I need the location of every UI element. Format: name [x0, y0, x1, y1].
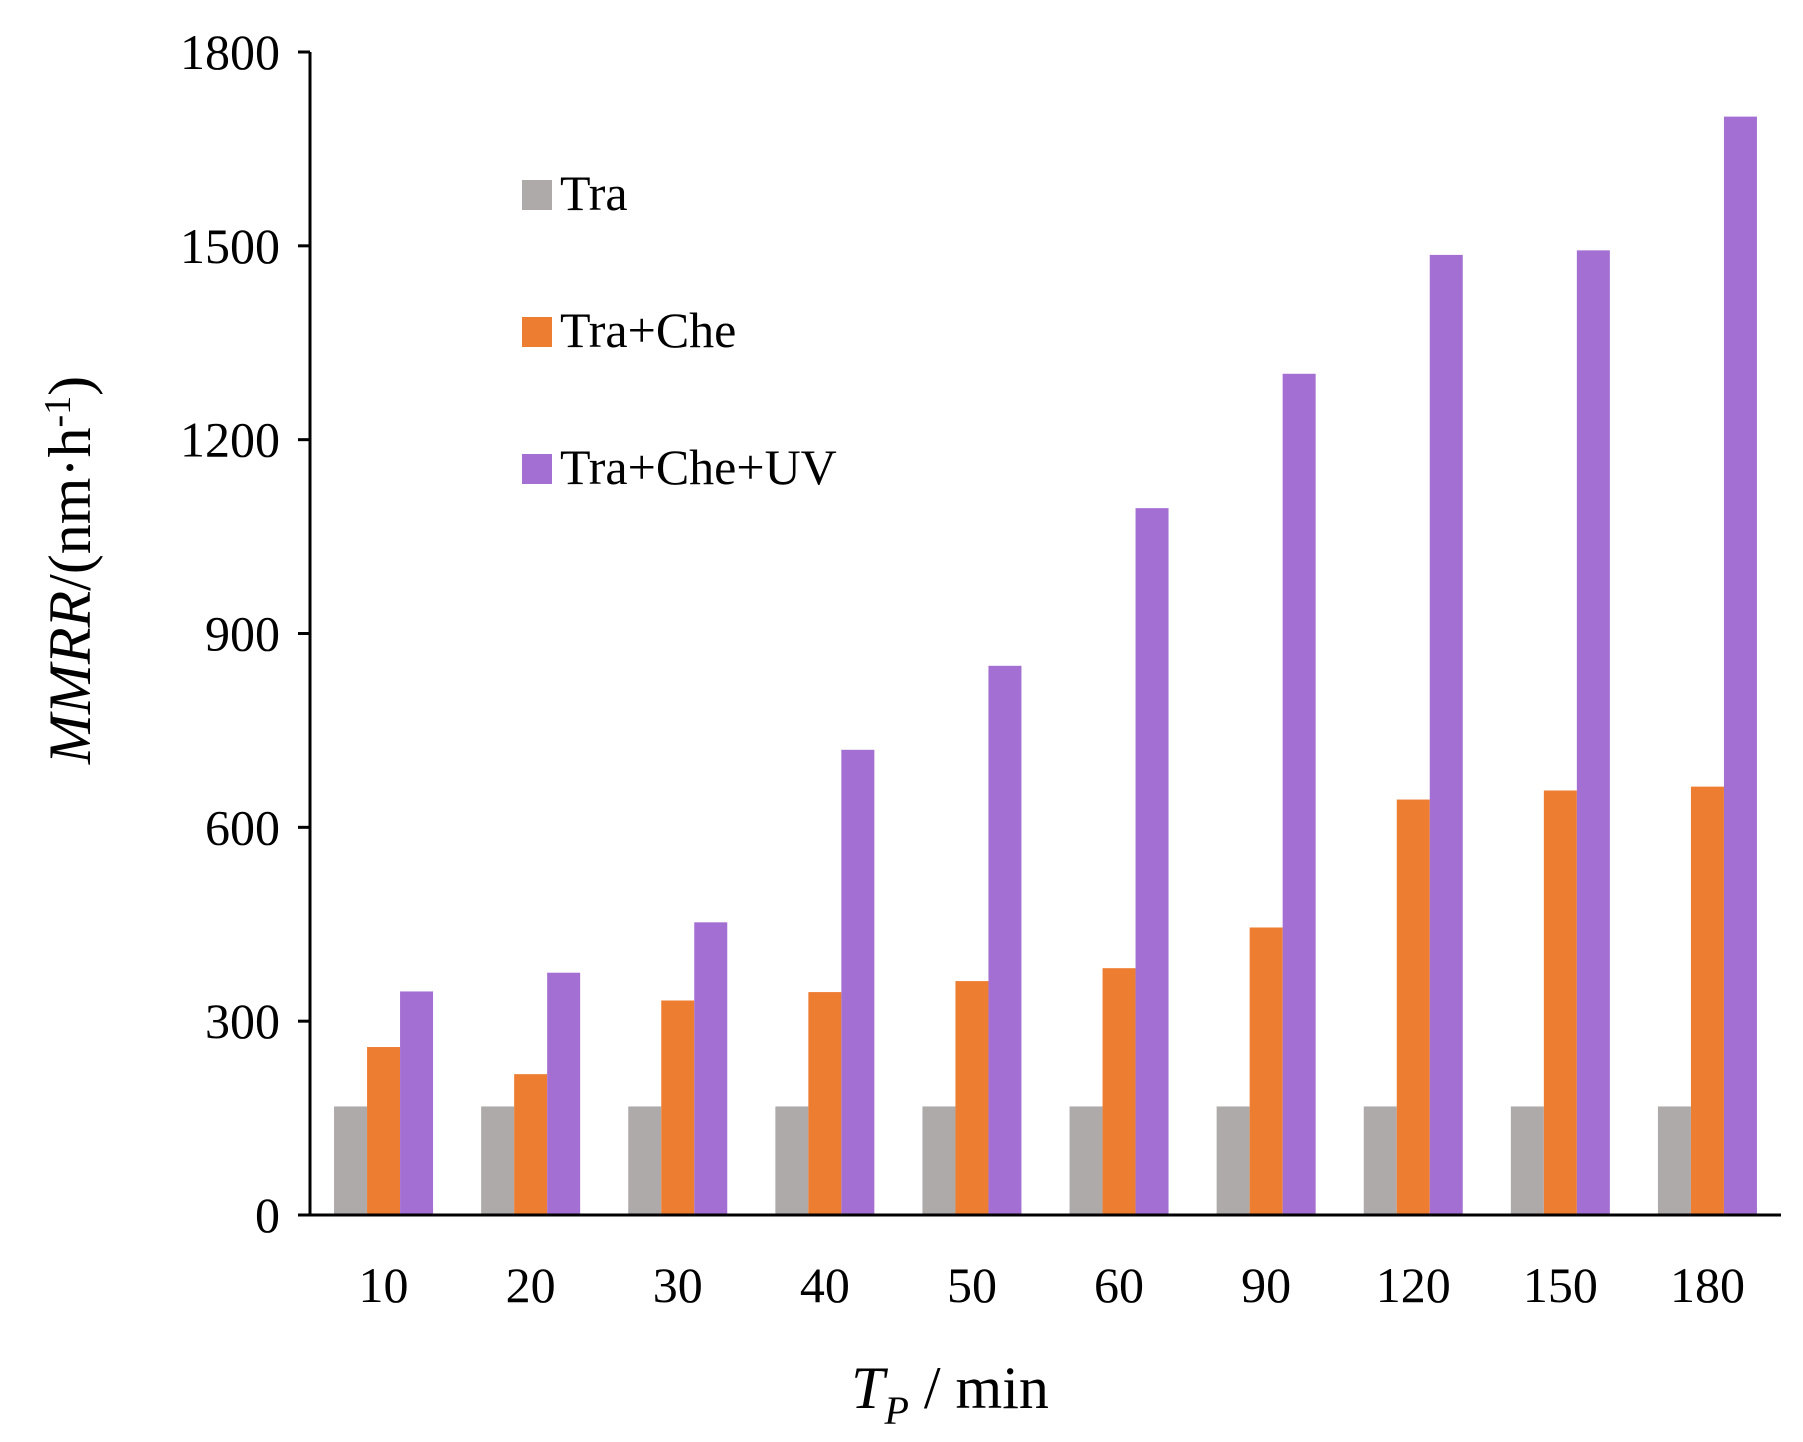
bar-tra-50	[922, 1106, 956, 1215]
x-tick-label: 90	[1241, 1257, 1291, 1313]
bar-tra-che-60	[1102, 968, 1136, 1215]
y-tick-label: 900	[205, 606, 280, 662]
bar-tra-10	[334, 1106, 368, 1215]
bar-tra-che-uv-50	[988, 665, 1022, 1215]
legend-label-tra-che: Tra+Che	[560, 302, 736, 358]
y-axis-title: MMRR/(nm·h-1)	[37, 376, 103, 765]
y-tick-label: 1500	[180, 218, 280, 274]
y-tick-label: 600	[205, 799, 280, 855]
x-tick-label: 50	[947, 1257, 997, 1313]
bar-tra-che-uv-60	[1135, 508, 1169, 1216]
bar-tra-che-uv-10	[400, 991, 434, 1215]
bar-tra-che-uv-180	[1723, 116, 1757, 1216]
x-tick-label: 60	[1094, 1257, 1144, 1313]
legend-swatch-tra-che-uv	[522, 454, 552, 484]
bar-tra-150	[1510, 1106, 1544, 1215]
bar-tra-che-uv-150	[1576, 250, 1610, 1216]
x-axis-title: TP / min	[851, 1355, 1049, 1433]
bar-tra-che-uv-40	[841, 749, 875, 1215]
legend-swatch-tra-che	[522, 317, 552, 347]
bar-tra-che-90	[1249, 927, 1283, 1215]
bar-tra-che-uv-30	[694, 922, 728, 1215]
y-tick-label: 0	[255, 1187, 280, 1243]
legend-swatch-tra	[522, 180, 552, 210]
x-tick-label: 20	[506, 1257, 556, 1313]
bar-tra-che-uv-90	[1282, 373, 1316, 1216]
x-tick-label: 150	[1523, 1257, 1598, 1313]
bars-group	[334, 116, 1757, 1216]
legend-label-tra: Tra	[560, 165, 628, 221]
bar-tra-30	[628, 1106, 662, 1215]
x-tick-label: 30	[653, 1257, 703, 1313]
bar-tra-che-10	[367, 1047, 401, 1215]
bar-tra-che-30	[661, 1000, 695, 1215]
y-tick-label: 1800	[180, 24, 280, 80]
bar-tra-40	[775, 1106, 809, 1215]
x-tick-label: 180	[1670, 1257, 1745, 1313]
x-tick-label: 10	[359, 1257, 409, 1313]
bar-tra-60	[1069, 1106, 1103, 1215]
bar-tra-che-150	[1543, 790, 1577, 1215]
bar-tra-che-uv-20	[547, 972, 581, 1215]
bar-tra-20	[481, 1106, 515, 1215]
legend: Tra Tra+Che Tra+Che+UV	[522, 165, 837, 495]
bar-tra-che-40	[808, 992, 842, 1215]
bar-tra-90	[1216, 1106, 1250, 1215]
bar-tra-che-120	[1396, 799, 1430, 1215]
bar-tra-che-20	[514, 1074, 548, 1215]
x-tick-label: 40	[800, 1257, 850, 1313]
legend-label-tra-che-uv: Tra+Che+UV	[560, 439, 837, 495]
y-ticks-group: 0 300 600 900 1200 1500 1800	[180, 24, 310, 1243]
x-ticks-group: 10 20 30 40 50 60 90 120 150 180	[359, 1257, 1745, 1313]
x-tick-label: 120	[1376, 1257, 1451, 1313]
y-tick-label: 1200	[180, 412, 280, 468]
bar-tra-che-uv-120	[1429, 254, 1463, 1215]
bar-tra-180	[1657, 1106, 1691, 1215]
bar-tra-che-50	[955, 981, 989, 1215]
bar-tra-120	[1363, 1106, 1397, 1215]
bar-tra-che-180	[1690, 786, 1724, 1215]
y-tick-label: 300	[205, 993, 280, 1049]
